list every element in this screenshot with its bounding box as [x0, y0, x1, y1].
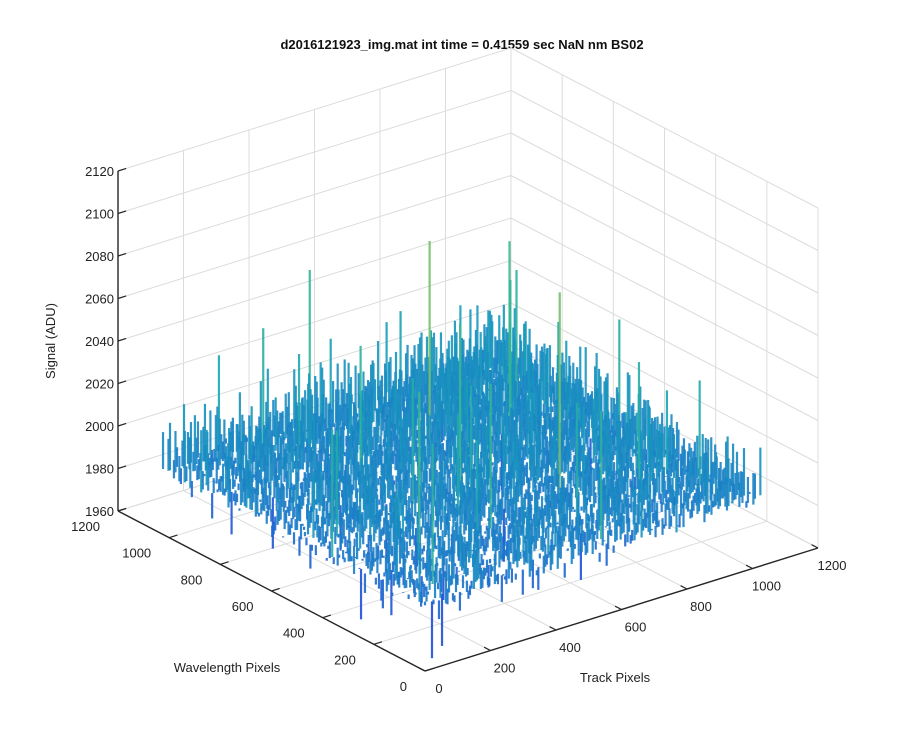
x-tick: [614, 605, 622, 611]
grid-line: [117, 175, 512, 299]
grid-line: [510, 132, 819, 294]
x-tick: [549, 626, 557, 631]
x-tick-label: 0: [435, 681, 442, 696]
x-tick: [745, 564, 753, 570]
z-tick: [117, 252, 127, 257]
x-tick-label: 600: [625, 620, 647, 635]
grid-line: [117, 90, 512, 214]
z-tick-label: 2060: [85, 292, 114, 307]
y-tick-label: 400: [283, 626, 305, 641]
x-tick: [418, 667, 426, 672]
x-axis-label: Track Pixels: [580, 670, 651, 685]
x-tick: [680, 585, 688, 590]
grid-line: [117, 47, 512, 172]
x-tick-label: 200: [494, 661, 516, 676]
y-tick: [271, 587, 280, 592]
z-tick: [117, 465, 127, 470]
x-tick: [483, 646, 491, 652]
z-axis-label: Signal (ADU): [43, 303, 58, 379]
z-tick: [117, 295, 127, 300]
x-tick: [811, 544, 819, 549]
y-tick: [424, 667, 434, 672]
z-tick-label: 2120: [85, 164, 114, 179]
grid-line: [117, 217, 512, 342]
axes: 0 200 400 600 800 1000 1200 0 200 400 600 800 1000 12…: [71, 164, 846, 696]
grid-line: [373, 520, 767, 645]
y-tick: [322, 614, 332, 619]
x-tick-label: 1000: [752, 579, 781, 594]
z-tick: [117, 422, 127, 427]
x-tick-label: 1200: [818, 558, 847, 573]
x-tick-label: 800: [690, 599, 712, 614]
z-tick: [117, 210, 127, 215]
x-tick-label: 400: [559, 640, 581, 655]
z-tick: [117, 380, 127, 385]
z-tick-label: 1960: [85, 504, 114, 519]
grid-line: [510, 90, 819, 251]
grid-line: [510, 47, 819, 209]
surface-plot: [161, 241, 762, 659]
z-tick-label: 2080: [85, 249, 114, 264]
y-tick-label: 0: [400, 679, 407, 694]
y-tick: [373, 641, 383, 645]
z-tick: [117, 507, 127, 512]
z-tick: [117, 337, 127, 342]
y-tick: [168, 534, 178, 539]
y-tick-label: 200: [334, 652, 356, 667]
z-tick: [117, 167, 127, 172]
grid-line: [117, 132, 512, 257]
y-tick: [220, 561, 229, 565]
y-tick-label: 1000: [122, 546, 151, 561]
chart-title: d2016121923_img.mat int time = 0.41559 s…: [280, 37, 643, 52]
z-tick-label: 2100: [85, 207, 114, 222]
z-tick-label: 2000: [85, 419, 114, 434]
grid-line: [510, 260, 819, 421]
y-tick-label: 800: [181, 572, 203, 587]
y-tick-label: 1200: [71, 519, 100, 534]
y-tick-label: 600: [232, 599, 254, 614]
grid-line: [510, 302, 819, 464]
z-tick-label: 2020: [85, 377, 114, 392]
y-axis-label: Wavelength Pixels: [174, 660, 281, 675]
z-tick-label: 1980: [85, 462, 114, 477]
grid-line: [510, 175, 819, 336]
grid-line: [510, 217, 819, 379]
grid-line: [117, 260, 512, 384]
z-tick-label: 2040: [85, 334, 114, 349]
